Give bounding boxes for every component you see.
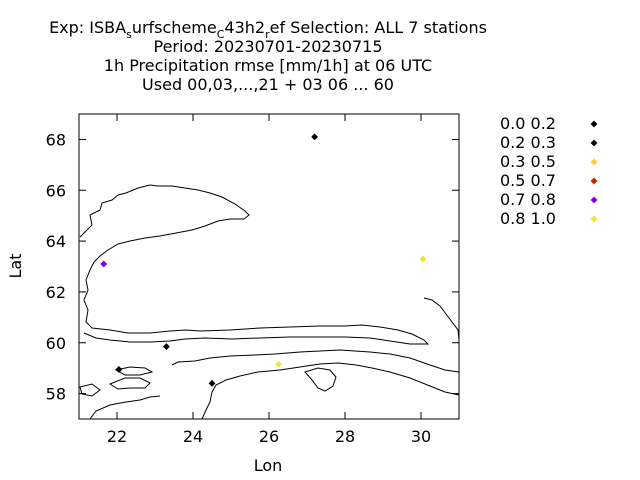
lake-peipus	[304, 367, 337, 392]
coastline-baltic-south	[201, 362, 460, 420]
islands-aland	[79, 383, 101, 397]
legend-label: 0.0 0.2	[500, 114, 556, 133]
x-tick-label: 22	[107, 427, 127, 446]
legend-marker	[590, 158, 598, 166]
y-tick-label: 66	[46, 181, 66, 200]
title-line-4: Used 00,03,...,21 + 03 06 ... 60	[142, 75, 394, 94]
legend-label: 0.5 0.7	[500, 171, 556, 190]
island-saaremaa	[108, 377, 151, 390]
legend-marker	[590, 177, 598, 185]
legend-label: 0.8 1.0	[500, 209, 556, 228]
x-tick-label: 30	[411, 427, 431, 446]
coastline-map	[79, 184, 460, 420]
station-point	[100, 260, 108, 268]
y-axis: 58 60 62 64 66 68	[46, 130, 459, 404]
legend-marker	[590, 215, 598, 223]
legend-marker	[590, 120, 598, 128]
station-point	[419, 255, 427, 263]
station-point	[162, 343, 170, 350]
coastline-latvia	[89, 395, 161, 420]
y-tick-label: 58	[46, 385, 66, 404]
x-axis: 22 24 26 28 30	[107, 114, 431, 446]
legend-marker	[590, 196, 598, 204]
title-line-3: 1h Precipitation rmse [mm/1h] at 06 UTC	[104, 56, 432, 75]
station-point	[208, 379, 216, 387]
island-hiiumaa	[114, 366, 154, 376]
legend-label: 0.7 0.8	[500, 190, 556, 209]
title-line-2: Period: 20230701-20230715	[153, 37, 382, 56]
legend-label: 0.2 0.3	[500, 133, 556, 152]
legend-label: 0.3 0.5	[500, 152, 556, 171]
y-tick-label: 60	[46, 334, 66, 353]
station-point	[311, 133, 319, 141]
station-point	[115, 366, 123, 373]
y-tick-label: 64	[46, 232, 66, 251]
x-tick-label: 26	[259, 427, 279, 446]
plot-frame	[78, 113, 460, 420]
y-axis-label: Lat	[6, 254, 25, 279]
x-axis-label: Lon	[254, 456, 283, 475]
station-points	[100, 133, 427, 387]
x-tick-label: 24	[183, 427, 203, 446]
legend-marker	[590, 139, 598, 147]
station-point	[275, 360, 282, 368]
y-tick-label: 62	[46, 283, 66, 302]
coastline-estonia	[171, 349, 460, 373]
coastline-bothnia	[79, 184, 430, 345]
title-line-1: Exp: ISBAsurfschemeC43h2ref Selection: A…	[49, 18, 487, 41]
legend: 0.0 0.20.2 0.30.3 0.50.5 0.70.7 0.80.8 1…	[500, 114, 598, 228]
coastline-ladoga	[423, 297, 460, 341]
y-tick-label: 68	[46, 130, 66, 149]
x-tick-label: 28	[335, 427, 355, 446]
